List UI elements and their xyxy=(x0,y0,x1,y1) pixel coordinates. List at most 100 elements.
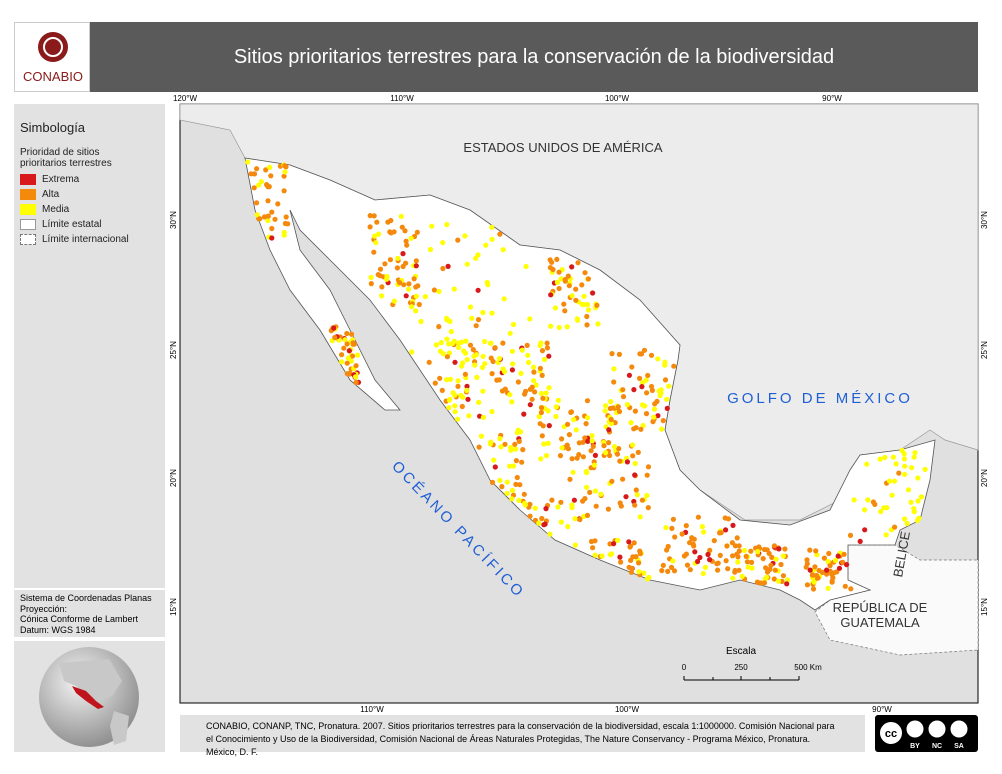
site-dot xyxy=(592,452,599,458)
site-dot xyxy=(436,288,442,295)
site-dot xyxy=(626,372,633,378)
site-dot xyxy=(371,249,377,255)
site-dot xyxy=(507,392,513,398)
site-dot xyxy=(514,474,520,481)
site-dot xyxy=(489,371,495,377)
site-dot xyxy=(285,221,291,227)
site-dot xyxy=(564,324,570,330)
site-dot xyxy=(567,476,573,482)
site-dot xyxy=(705,551,711,558)
site-dot xyxy=(572,516,578,522)
site-dot xyxy=(782,546,788,552)
site-dot xyxy=(379,284,385,290)
graticule-label: 120°W xyxy=(173,94,198,103)
site-dot xyxy=(630,453,636,459)
site-dot xyxy=(665,568,671,575)
site-dot xyxy=(611,366,617,372)
legend: Simbología Prioridad de sitios prioritar… xyxy=(14,104,165,588)
site-dot xyxy=(584,512,591,519)
site-dot xyxy=(807,567,813,573)
site-dot xyxy=(515,379,522,385)
license-icon xyxy=(927,719,947,739)
site-dot xyxy=(641,570,647,576)
legend-label: Límite internacional xyxy=(42,234,129,245)
site-dot xyxy=(608,399,614,405)
site-dot xyxy=(275,201,281,207)
site-dot xyxy=(699,524,706,530)
site-dot xyxy=(440,240,446,246)
site-dot xyxy=(810,586,817,592)
site-dot xyxy=(251,185,257,191)
site-dot xyxy=(609,551,615,557)
site-dot xyxy=(732,569,738,575)
site-dot xyxy=(628,420,634,426)
site-dot xyxy=(561,301,567,307)
site-dot xyxy=(687,567,693,573)
site-dot xyxy=(387,229,393,235)
site-dot xyxy=(580,454,587,460)
site-dot xyxy=(523,263,529,270)
site-dot xyxy=(882,454,888,461)
site-dot xyxy=(584,470,590,476)
site-dot xyxy=(825,585,831,591)
site-dot xyxy=(508,447,514,453)
site-dot xyxy=(739,573,745,580)
site-dot xyxy=(455,383,461,389)
site-dot xyxy=(565,421,571,427)
site-dot xyxy=(602,408,608,414)
site-dot xyxy=(521,411,527,417)
site-dot xyxy=(732,543,739,549)
legend-swatch xyxy=(20,234,36,245)
site-dot xyxy=(402,228,408,234)
site-dot xyxy=(589,438,595,444)
site-dot xyxy=(373,240,379,246)
site-dot xyxy=(660,418,666,424)
site-dot xyxy=(646,574,652,581)
logo-graphic: CONABIO xyxy=(23,32,83,84)
license-label: BY xyxy=(910,743,920,750)
site-dot xyxy=(272,216,278,222)
site-dot xyxy=(610,405,616,411)
site-dot xyxy=(556,285,562,292)
site-dot xyxy=(254,212,260,218)
site-dot xyxy=(662,377,669,383)
legend-item: Extrema xyxy=(20,172,159,187)
legend-label: Media xyxy=(42,204,70,215)
site-dot xyxy=(269,225,275,232)
site-dot xyxy=(629,364,635,370)
site-dot xyxy=(735,559,741,565)
site-dot xyxy=(258,178,264,185)
site-dot xyxy=(346,348,352,354)
site-dot xyxy=(611,379,617,385)
site-dot xyxy=(571,497,578,503)
site-dot xyxy=(349,353,356,359)
graticule-label: 100°W xyxy=(615,705,640,714)
site-dot xyxy=(655,356,661,362)
site-dot xyxy=(636,560,642,566)
globe-land xyxy=(59,659,129,745)
site-dot xyxy=(715,560,721,566)
site-dot xyxy=(745,564,751,570)
site-dot xyxy=(617,500,623,506)
site-dot xyxy=(499,484,505,490)
site-dot xyxy=(684,562,691,568)
site-dot xyxy=(452,409,458,415)
site-dot xyxy=(608,420,614,427)
site-dot xyxy=(639,384,645,390)
site-dot xyxy=(367,213,373,219)
site-dot xyxy=(579,282,585,288)
site-dot xyxy=(372,233,378,239)
site-dot xyxy=(603,403,609,409)
site-dot xyxy=(504,479,510,485)
site-dot xyxy=(524,342,530,348)
site-dot xyxy=(547,531,553,537)
site-dot xyxy=(559,445,565,451)
site-dot xyxy=(829,579,835,585)
legend-swatch xyxy=(20,174,36,185)
site-dot xyxy=(664,396,670,402)
site-dot xyxy=(497,436,503,442)
site-dot xyxy=(540,395,546,401)
site-dot xyxy=(504,490,510,496)
site-dot xyxy=(616,408,623,415)
